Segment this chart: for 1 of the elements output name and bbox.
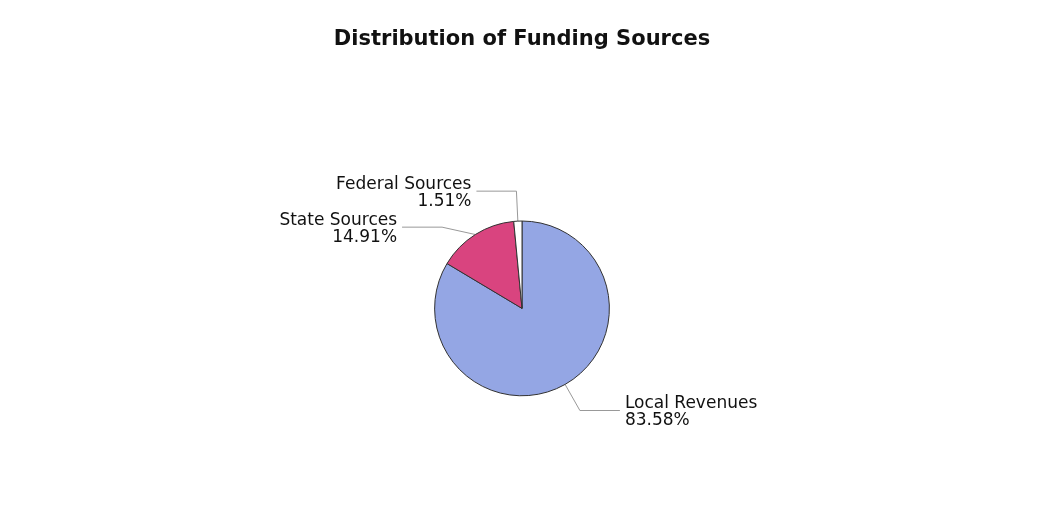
chart-title: Distribution of Funding Sources <box>333 25 711 50</box>
